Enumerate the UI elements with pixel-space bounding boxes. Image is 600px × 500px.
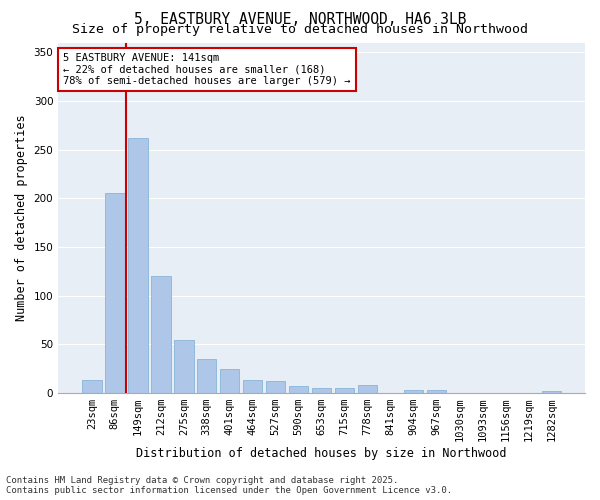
Bar — [174, 340, 194, 393]
Text: Contains HM Land Registry data © Crown copyright and database right 2025.
Contai: Contains HM Land Registry data © Crown c… — [6, 476, 452, 495]
Bar — [266, 381, 286, 393]
Bar — [82, 380, 101, 393]
Bar — [197, 359, 217, 393]
Bar — [358, 385, 377, 393]
Bar — [151, 276, 170, 393]
Bar — [542, 391, 561, 393]
Bar — [243, 380, 262, 393]
Bar — [404, 390, 423, 393]
Text: 5, EASTBURY AVENUE, NORTHWOOD, HA6 3LB: 5, EASTBURY AVENUE, NORTHWOOD, HA6 3LB — [134, 12, 466, 28]
Bar — [312, 388, 331, 393]
Text: Size of property relative to detached houses in Northwood: Size of property relative to detached ho… — [72, 22, 528, 36]
Bar — [220, 368, 239, 393]
X-axis label: Distribution of detached houses by size in Northwood: Distribution of detached houses by size … — [136, 447, 507, 460]
Text: 5 EASTBURY AVENUE: 141sqm
← 22% of detached houses are smaller (168)
78% of semi: 5 EASTBURY AVENUE: 141sqm ← 22% of detac… — [64, 53, 351, 86]
Bar — [128, 138, 148, 393]
Y-axis label: Number of detached properties: Number of detached properties — [15, 114, 28, 321]
Bar — [427, 390, 446, 393]
Bar — [289, 386, 308, 393]
Bar — [105, 194, 125, 393]
Bar — [335, 388, 355, 393]
